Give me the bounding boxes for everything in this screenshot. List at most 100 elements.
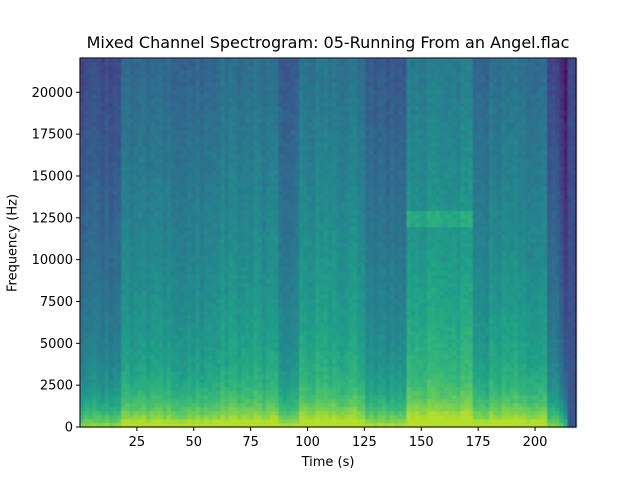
heatmap-cell	[257, 202, 263, 207]
heatmap-cell	[241, 398, 246, 404]
heatmap-cell	[137, 154, 143, 159]
heatmap-cell	[286, 298, 292, 304]
heatmap-cell	[96, 218, 102, 224]
heatmap-cell	[286, 206, 292, 212]
heatmap-cell	[84, 346, 89, 352]
heatmap-cell	[162, 270, 168, 276]
heatmap-cell	[146, 390, 151, 396]
heatmap-cell	[187, 334, 193, 340]
heatmap-cell	[299, 330, 304, 336]
heatmap-cell	[282, 110, 288, 115]
heatmap-cell	[204, 270, 209, 276]
heatmap-cell	[129, 278, 135, 284]
heatmap-cell	[96, 422, 102, 428]
heatmap-cell	[121, 330, 127, 336]
heatmap-cell	[133, 102, 139, 107]
heatmap-cell	[80, 282, 85, 288]
heatmap-cell	[166, 102, 172, 107]
heatmap-cell	[204, 254, 209, 260]
heatmap-cell	[278, 102, 284, 107]
heatmap-cell	[121, 302, 127, 308]
heatmap-cell	[117, 282, 122, 288]
heatmap-cell	[191, 290, 197, 296]
heatmap-cell	[274, 158, 279, 163]
heatmap-cell	[137, 282, 143, 288]
heatmap-cell	[266, 394, 271, 400]
heatmap-cell	[303, 370, 308, 376]
heatmap-cell	[104, 410, 110, 416]
heatmap-cell	[154, 366, 160, 372]
heatmap-cell	[278, 362, 284, 368]
heatmap-cell	[294, 214, 300, 220]
heatmap-cell	[216, 262, 222, 268]
heatmap-cell	[183, 130, 189, 135]
heatmap-cell	[212, 310, 217, 316]
heatmap-cell	[100, 342, 106, 348]
heatmap-cell	[299, 78, 304, 83]
heatmap-cell	[245, 298, 251, 304]
heatmap-cell	[104, 322, 110, 328]
heatmap-cell	[232, 342, 238, 348]
heatmap-cell	[183, 78, 189, 83]
heatmap-cell	[150, 98, 155, 103]
heatmap-cell	[113, 306, 118, 312]
heatmap-cell	[274, 130, 279, 135]
heatmap-cell	[249, 106, 255, 111]
heatmap-cell	[100, 386, 106, 392]
heatmap-cell	[84, 190, 89, 195]
heatmap-cell	[204, 174, 209, 179]
heatmap-cell	[278, 366, 284, 372]
heatmap-cell	[191, 410, 197, 416]
heatmap-cell	[125, 202, 131, 207]
heatmap-cell	[299, 370, 304, 376]
heatmap-cell	[204, 322, 209, 328]
heatmap-cell	[129, 206, 135, 212]
heatmap-cell	[187, 330, 193, 336]
heatmap-cell	[290, 326, 296, 332]
heatmap-cell	[224, 382, 230, 388]
heatmap-cell	[117, 246, 122, 252]
heatmap-cell	[179, 422, 184, 428]
heatmap-cell	[204, 182, 209, 187]
heatmap-cell	[290, 170, 296, 175]
heatmap-cell	[232, 154, 238, 159]
heatmap-cell	[266, 194, 271, 199]
heatmap-cell	[158, 242, 164, 248]
heatmap-cell	[100, 242, 106, 248]
heatmap-cell	[150, 298, 155, 304]
heatmap-cell	[261, 410, 267, 416]
heatmap-cell	[232, 198, 238, 203]
heatmap-cell	[204, 114, 209, 119]
heatmap-cell	[154, 270, 160, 276]
heatmap-cell	[266, 386, 271, 392]
heatmap-cell	[299, 338, 304, 344]
heatmap-cell	[129, 354, 135, 360]
heatmap-cell	[228, 258, 234, 264]
heatmap-cell	[245, 258, 251, 264]
heatmap-cell	[232, 422, 238, 428]
heatmap-cell	[137, 90, 143, 95]
heatmap-cell	[191, 298, 197, 304]
heatmap-cell	[195, 154, 201, 159]
heatmap-cell	[274, 190, 279, 195]
heatmap-cell	[108, 362, 114, 368]
heatmap-cell	[249, 318, 255, 324]
heatmap-cell	[274, 390, 279, 396]
heatmap-cell	[220, 66, 226, 71]
heatmap-cell	[270, 346, 275, 352]
heatmap-cell	[80, 158, 85, 163]
heatmap-cell	[108, 214, 114, 220]
heatmap-cell	[270, 274, 275, 280]
heatmap-cell	[113, 278, 118, 284]
heatmap-cell	[108, 326, 114, 332]
heatmap-cell	[150, 238, 155, 244]
heatmap-cell	[96, 302, 102, 308]
heatmap-cell	[299, 294, 304, 300]
heatmap-cell	[175, 126, 180, 131]
heatmap-cell	[261, 94, 267, 99]
heatmap-cell	[84, 70, 89, 75]
heatmap-cell	[154, 350, 160, 356]
heatmap-cell	[125, 418, 131, 424]
heatmap-cell	[245, 346, 251, 352]
heatmap-cell	[162, 178, 168, 183]
